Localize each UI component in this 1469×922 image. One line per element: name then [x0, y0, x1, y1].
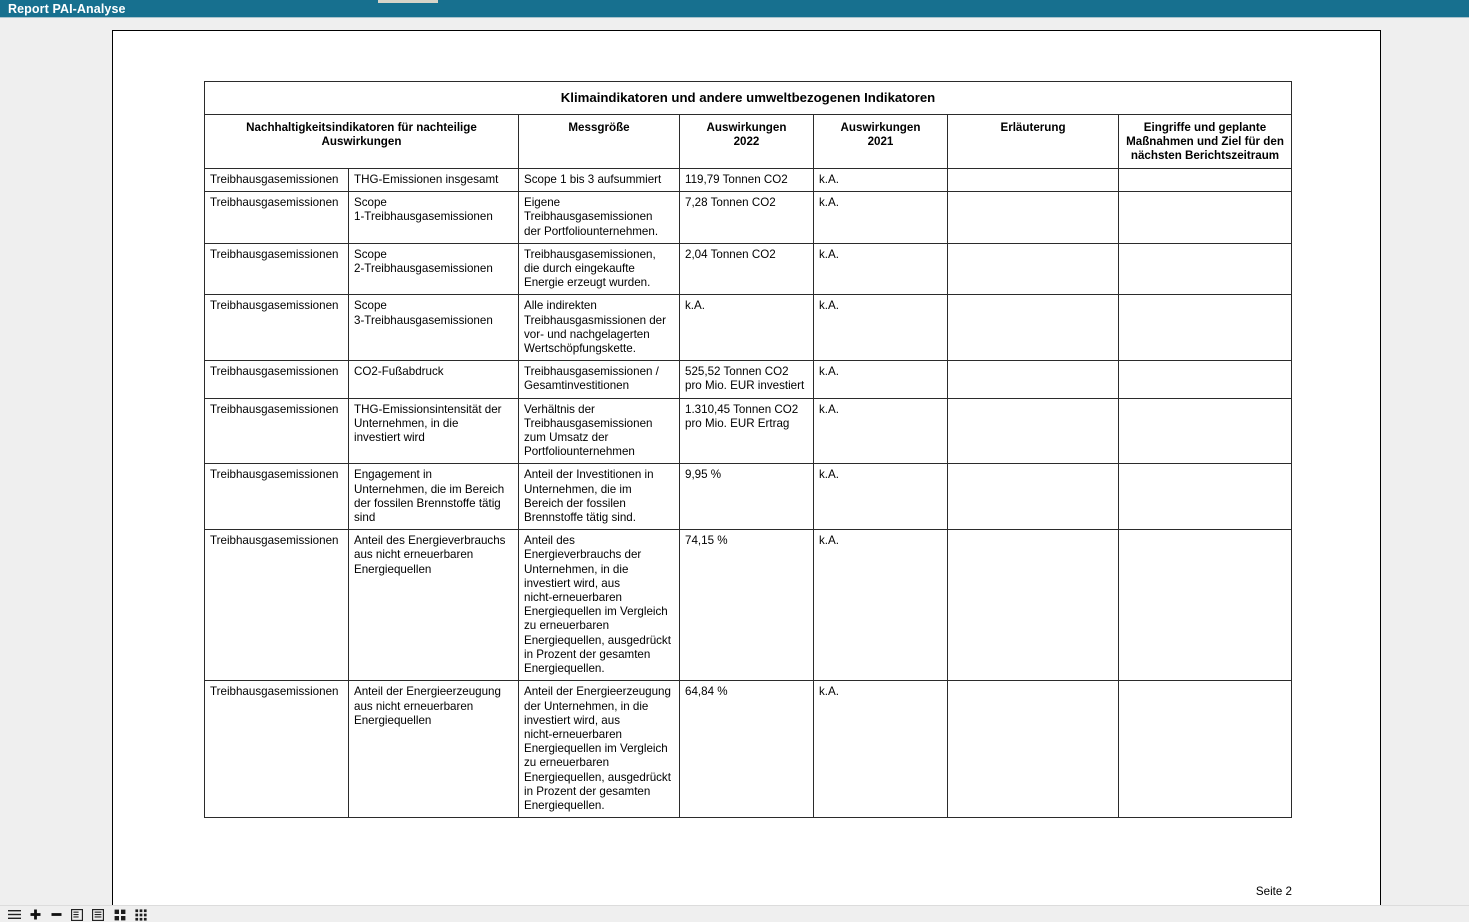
- cell-indicator: Treibhausgasemissionen: [204, 680, 349, 819]
- table-title: Klimaindikatoren und andere umweltbezoge…: [204, 81, 1292, 115]
- cell-subindicator: Scope 1-Treibhausgasemissionen: [348, 191, 519, 244]
- cell-metric: Anteil des Energieverbrauchs der Unterne…: [518, 529, 680, 682]
- column-header-measures: Eingriffe und geplante Maßnahmen und Zie…: [1118, 114, 1292, 169]
- multi-page-grid-layout-icon[interactable]: [131, 907, 151, 922]
- cell-impact-2021: k.A.: [813, 397, 948, 465]
- cell-metric: Verhältnis der Treibhausgasemissionen zu…: [518, 397, 680, 465]
- cell-measures: [1118, 463, 1292, 531]
- cell-measures: [1118, 680, 1292, 819]
- cell-impact-2021: k.A.: [813, 191, 948, 244]
- cell-measures: [1118, 167, 1292, 193]
- cell-impact-2022: 7,28 Tonnen CO2: [679, 191, 814, 244]
- table-header-row: Nachhaltigkeitsindikatoren für nachteili…: [204, 114, 1292, 169]
- cell-subindicator: Engagement in Unternehmen, die im Bereic…: [348, 463, 519, 531]
- cell-subindicator: THG-Emissionsintensität der Unternehmen,…: [348, 397, 519, 465]
- table-row: Treibhausgasemissionen Scope 1-Treibhausg…: [204, 191, 1292, 244]
- cell-measures: [1118, 397, 1292, 465]
- two-page-grid-layout-icon[interactable]: [110, 907, 130, 922]
- cell-impact-2021: k.A.: [813, 680, 948, 819]
- cell-measures: [1118, 191, 1292, 244]
- cell-subindicator: CO2-Fußabdruck: [348, 360, 519, 399]
- cell-explanation: [947, 191, 1119, 244]
- cell-explanation: [947, 360, 1119, 399]
- cell-impact-2021: k.A.: [813, 360, 948, 399]
- table-row: Treibhausgasemissionen Anteil der Energie…: [204, 680, 1292, 819]
- cell-impact-2021: k.A.: [813, 242, 948, 296]
- cell-explanation: [947, 529, 1119, 682]
- window-title: Report PAI-Analyse: [8, 2, 126, 16]
- cell-indicator: Treibhausgasemissionen: [204, 294, 349, 362]
- table-row: Treibhausgasemissionen Engagement in Unte…: [204, 463, 1292, 531]
- cell-impact-2022: 1.310,45 Tonnen CO2 pro Mio. EUR Ertrag: [679, 397, 814, 465]
- column-header-impact-2022: Auswirkungen 2022: [679, 114, 814, 169]
- cell-explanation: [947, 167, 1119, 193]
- cell-indicator: Treibhausgasemissionen: [204, 360, 349, 399]
- cell-indicator: Treibhausgasemissionen: [204, 167, 349, 193]
- cell-explanation: [947, 397, 1119, 465]
- column-header-impact-2021: Auswirkungen 2021: [813, 114, 948, 169]
- cell-metric: Eigene Treibhausgasemissionen der Portfo…: [518, 191, 680, 244]
- cell-subindicator: Scope 2-Treibhausgasemissionen: [348, 242, 519, 296]
- cell-measures: [1118, 529, 1292, 682]
- cell-metric: Treibhausgasemissionen / Gesamtinvestiti…: [518, 360, 680, 399]
- page-number-footer: Seite 2: [1255, 885, 1292, 898]
- table-row: Treibhausgasemissionen Anteil des Energie…: [204, 529, 1292, 682]
- column-header-explanation: Erläuterung: [947, 114, 1119, 169]
- cell-indicator: Treibhausgasemissionen: [204, 529, 349, 682]
- cell-measures: [1118, 360, 1292, 399]
- cell-indicator: Treibhausgasemissionen: [204, 242, 349, 296]
- cell-metric: Anteil der Energieerzeugung der Unterneh…: [518, 680, 680, 819]
- cell-impact-2022: 2,04 Tonnen CO2: [679, 242, 814, 296]
- cell-impact-2022: 119,79 Tonnen CO2: [679, 167, 814, 193]
- cell-impact-2022: 74,15 %: [679, 529, 814, 682]
- cell-explanation: [947, 242, 1119, 296]
- cell-metric: Anteil der Investitionen in Unternehmen,…: [518, 463, 680, 531]
- single-page-layout-icon[interactable]: [88, 907, 108, 922]
- cell-measures: [1118, 242, 1292, 296]
- cell-subindicator: Anteil des Energieverbrauchs aus nicht e…: [348, 529, 519, 682]
- cell-indicator: Treibhausgasemissionen: [204, 397, 349, 465]
- cell-impact-2021: k.A.: [813, 463, 948, 531]
- cell-metric: Scope 1 bis 3 aufsummiert: [518, 167, 680, 193]
- climate-indicators-table: Klimaindikatoren und andere umweltbezoge…: [204, 81, 1292, 819]
- table-row: Treibhausgasemissionen CO2-Fußabdruck Trei…: [204, 360, 1292, 399]
- cell-metric: Alle indirekten Treibhausgasmissionen de…: [518, 294, 680, 362]
- cell-indicator: Treibhausgasemissionen: [204, 463, 349, 531]
- table-row: Treibhausgasemissionen THG-Emissionsinten…: [204, 397, 1292, 465]
- cell-explanation: [947, 294, 1119, 362]
- cell-impact-2021: k.A.: [813, 294, 948, 362]
- table-row: Treibhausgasemissionen THG-Emissionen ins…: [204, 167, 1292, 193]
- single-page-left-layout-icon[interactable]: [67, 907, 87, 922]
- cell-impact-2022: k.A.: [679, 294, 814, 362]
- cell-impact-2022: 9,95 %: [679, 463, 814, 531]
- cell-subindicator: THG-Emissionen insgesamt: [348, 167, 519, 193]
- cell-impact-2021: k.A.: [813, 167, 948, 193]
- hamburger-menu-icon[interactable]: [4, 907, 24, 922]
- application-title-bar: Report PAI-Analyse: [0, 0, 1469, 18]
- minus-zoom-out-icon[interactable]: [46, 907, 66, 922]
- cell-metric: Treibhausgasemissionen, die durch eingek…: [518, 242, 680, 296]
- cell-subindicator: Anteil der Energieerzeugung aus nicht er…: [348, 680, 519, 819]
- cell-explanation: [947, 463, 1119, 531]
- cell-explanation: [947, 680, 1119, 819]
- plus-zoom-in-icon[interactable]: [25, 907, 45, 922]
- cell-impact-2022: 525,52 Tonnen CO2 pro Mio. EUR investier…: [679, 360, 814, 399]
- cell-indicator: Treibhausgasemissionen: [204, 191, 349, 244]
- report-page: Klimaindikatoren und andere umweltbezoge…: [112, 30, 1381, 905]
- tab-strip-highlight: [378, 0, 438, 3]
- document-viewer-canvas[interactable]: Klimaindikatoren und andere umweltbezoge…: [0, 18, 1469, 905]
- table-title-row: Klimaindikatoren und andere umweltbezoge…: [204, 81, 1292, 115]
- cell-measures: [1118, 294, 1292, 362]
- table-row: Treibhausgasemissionen Scope 3-Treibhausg…: [204, 294, 1292, 362]
- table-row: Treibhausgasemissionen Scope 2-Treibhausg…: [204, 242, 1292, 296]
- viewer-bottom-toolbar: [0, 905, 1469, 922]
- cell-impact-2021: k.A.: [813, 529, 948, 682]
- column-header-metric: Messgröße: [518, 114, 680, 169]
- column-header-indicator: Nachhaltigkeitsindikatoren für nachteili…: [204, 114, 519, 169]
- cell-subindicator: Scope 3-Treibhausgasemissionen: [348, 294, 519, 362]
- cell-impact-2022: 64,84 %: [679, 680, 814, 819]
